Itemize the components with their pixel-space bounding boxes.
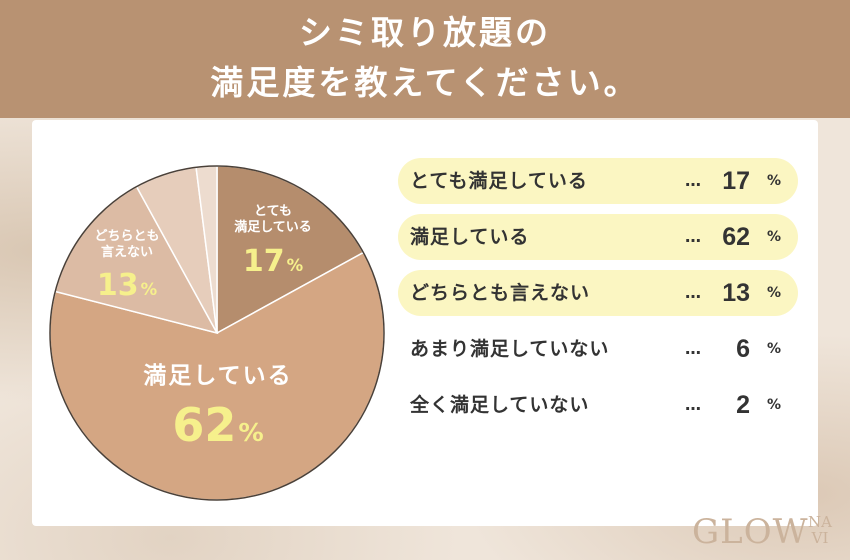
legend-row: どちらとも言えない … 13 % [398,270,798,316]
legend-row: とても満足している … 17 % [398,158,798,204]
legend-row: あまり満足していない … 6 % [398,326,798,372]
slice-label-neutral-line1: どちらとも [94,229,160,244]
legend-value: 2 [736,391,750,419]
slice-label-neutral-line2: 言えない [100,245,153,261]
slice-label-very-satisfied-line1: とても [254,204,292,219]
glownavi-logo: GLOW NA VI [692,506,842,556]
slice-pct-very-satisfied: 17% [228,244,318,279]
slice-pct-very-satisfied-value: 17 [242,244,285,279]
logo-text-main: GLOW [692,512,809,552]
legend-value: 13 [722,279,750,307]
slice-pct-neutral: 13% [82,268,172,303]
slice-pct-neutral-sign: % [140,280,158,299]
legend-dots: … [685,227,702,246]
slice-label-neutral: どちらとも 言えない [72,229,182,262]
slice-label-very-satisfied-line2: 満足している [234,220,312,236]
legend-dots: … [685,339,702,358]
legend-dots: … [685,171,702,190]
legend-label: とても満足している [410,170,588,192]
legend-row: 全く満足していない … 2 % [398,382,798,428]
legend-label: どちらとも言えない [410,282,591,304]
legend-dots: … [685,395,702,414]
legend-unit: % [766,285,781,301]
slice-label-satisfied-line1: 満足している [143,363,293,389]
logo-text-na: NA [808,513,832,531]
legend-dots: … [685,283,702,302]
legend-unit: % [766,341,781,357]
logo-text-vi: VI [811,529,829,547]
legend-unit: % [766,173,781,189]
slice-label-very-satisfied: とても 満足している [218,204,328,237]
legend-unit: % [766,229,781,245]
slice-pct-satisfied-sign: % [238,418,264,447]
logo-text-sub: NA VI [802,514,838,546]
legend-label: 全く満足していない [410,394,590,416]
legend-value: 6 [736,335,750,363]
title-banner: シミ取り放題の 満足度を教えてください。 [0,0,850,118]
legend-unit: % [766,397,781,413]
title-line-2: 満足度を教えてください。 [210,63,640,102]
legend-label: 満足している [410,226,530,248]
slice-pct-very-satisfied-sign: % [286,256,304,275]
slice-pct-satisfied: 62% [148,398,288,452]
title-line-1: シミ取り放題の [299,13,551,52]
legend-label: あまり満足していない [410,338,610,360]
slice-label-satisfied: 満足している [118,362,318,391]
legend-value: 62 [722,223,750,251]
legend-row: 満足している … 62 % [398,214,798,260]
slice-pct-neutral-value: 13 [96,268,139,303]
pie-outline [49,165,385,501]
legend-list: とても満足している … 17 % 満足している … 62 % どちらとも言えない… [398,158,798,438]
slice-pct-satisfied-value: 62 [172,398,237,452]
legend-value: 17 [722,167,750,195]
